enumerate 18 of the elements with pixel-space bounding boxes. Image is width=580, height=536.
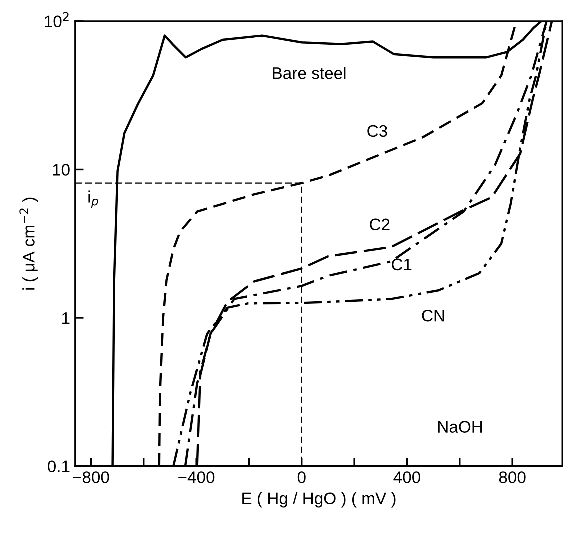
series-label: Bare steel xyxy=(273,67,346,80)
x-tick-label: 0 xyxy=(298,472,306,484)
x-tick-label: 400 xyxy=(394,472,420,484)
annotation: NaOH xyxy=(438,421,482,433)
annotation: i$_{p}$ xyxy=(88,190,98,208)
y-tick-label: 10$^{2}$ xyxy=(45,12,69,28)
x-tick-label: 800 xyxy=(499,472,526,484)
series-label: C2 xyxy=(370,218,390,231)
series-label: C3 xyxy=(368,125,388,138)
y-tick-label: 10 xyxy=(53,164,70,176)
y-tick-label: 1 xyxy=(62,312,70,324)
x-axis-title: E ( Hg / HgO ) ( mV ) xyxy=(242,492,396,508)
y-tick-label: 0.1 xyxy=(48,460,70,473)
series-label: CN xyxy=(422,310,444,322)
y-axis-title: i ( μA cm$^{−2}$ ) xyxy=(20,198,38,290)
x-tick-label: −800 xyxy=(73,472,110,484)
series-label: C1 xyxy=(392,258,412,271)
x-tick-label: −400 xyxy=(178,472,215,484)
